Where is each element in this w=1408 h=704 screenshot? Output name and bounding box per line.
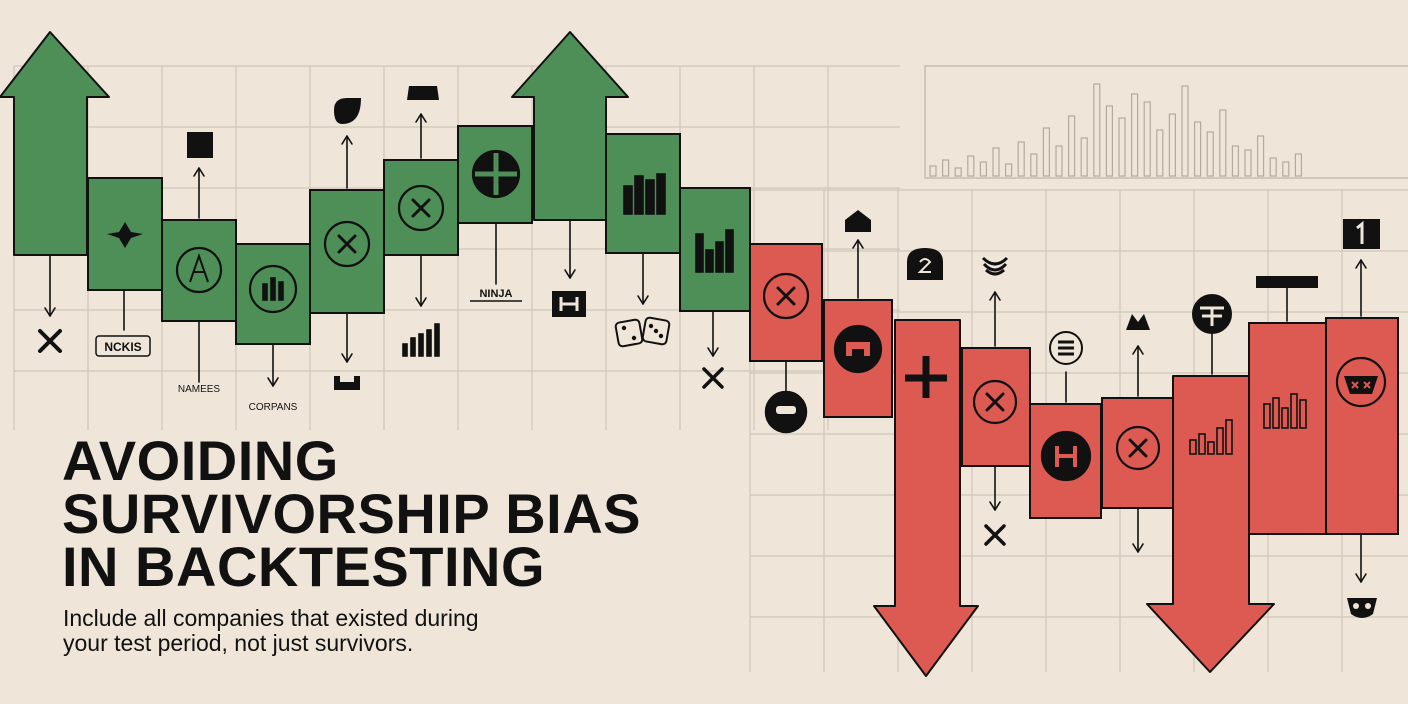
failed-arrow-left bbox=[873, 319, 979, 677]
label-ninja: NINJA bbox=[479, 288, 512, 300]
connector-lines bbox=[44, 113, 1367, 583]
failed-box-5 bbox=[1101, 397, 1174, 509]
survivor-arrow-left bbox=[0, 31, 110, 256]
survivor-box-8 bbox=[679, 187, 751, 312]
mini-histogram bbox=[924, 65, 1408, 179]
headline-line-2: SURVIVORSHIP BIAS bbox=[62, 482, 642, 545]
endpoint-icons bbox=[38, 86, 1380, 618]
survivor-box-4 bbox=[309, 189, 385, 314]
headline: AVOIDING SURVIVORSHIP BIAS IN BACKTESTIN… bbox=[62, 429, 642, 598]
subheadline: Include all companies that existed durin… bbox=[63, 606, 479, 656]
small-labels: NCKIS NAMEES CORPANS NINJA bbox=[95, 288, 522, 413]
headline-line-3: IN BACKTESTING bbox=[62, 535, 545, 598]
subheadline-line-1: Include all companies that existed durin… bbox=[63, 605, 479, 631]
failed-box-1 bbox=[749, 243, 823, 362]
box-icons bbox=[107, 149, 1387, 482]
label-ncks: NCKIS bbox=[104, 340, 141, 354]
headline-line-1: AVOIDING bbox=[62, 429, 339, 492]
label-companies: CORPANS bbox=[249, 402, 298, 413]
subheadline-line-2: your test period, not just survivors. bbox=[63, 630, 414, 656]
label-names: NAMEES bbox=[178, 384, 221, 395]
failed-box-3 bbox=[961, 347, 1031, 467]
survivor-boxes bbox=[87, 125, 751, 345]
failed-box-7 bbox=[1325, 317, 1399, 535]
survivor-box-2 bbox=[161, 219, 237, 322]
